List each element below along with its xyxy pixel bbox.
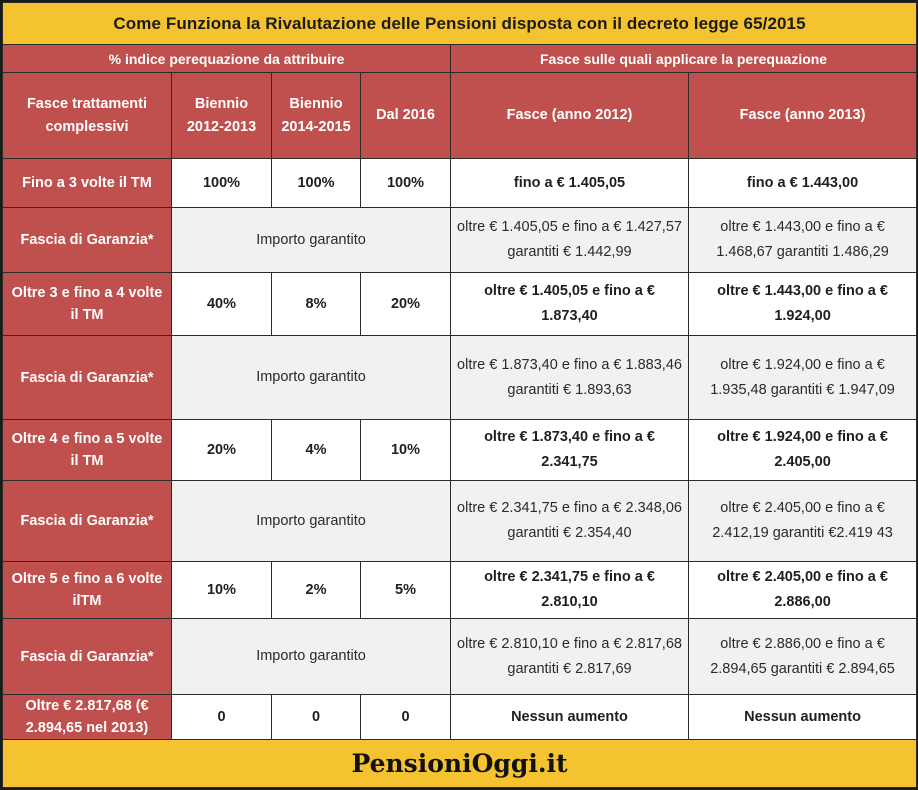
cell-biennio-2014-2015: 8% bbox=[271, 272, 361, 336]
row-label: Fino a 3 volte il TM bbox=[2, 158, 172, 208]
cell-fasce-2013: oltre € 1.443,00 e fino a € 1.468,67 gar… bbox=[687, 207, 918, 273]
cell-biennio-2014-2015: 100% bbox=[271, 158, 361, 208]
cell-fasce-2013: oltre € 2.886,00 e fino a € 2.894,65 gar… bbox=[687, 618, 918, 695]
table-row: Fino a 3 volte il TM 100% 100% 100% fino… bbox=[2, 158, 918, 208]
group-header-perequazione: % indice perequazione da attribuire bbox=[2, 44, 451, 73]
cell-importo-garantito: Importo garantito bbox=[171, 207, 451, 273]
cell-fasce-2012: fino a € 1.405,05 bbox=[450, 158, 689, 208]
cell-dal-2016: 100% bbox=[360, 158, 451, 208]
column-header-fasce-2013: Fasce (anno 2013) bbox=[687, 72, 918, 159]
row-label: Oltre € 2.817,68 (€ 2.894,65 nel 2013) bbox=[2, 694, 172, 740]
cell-fasce-2012: oltre € 1.405,05 e fino a € 1.427,57 gar… bbox=[450, 207, 689, 273]
cell-biennio-2014-2015: 2% bbox=[271, 561, 361, 619]
cell-fasce-2012: oltre € 1.405,05 e fino a € 1.873,40 bbox=[450, 272, 689, 336]
column-header-biennio-2012-2013: Biennio 2012-2013 bbox=[171, 72, 272, 159]
cell-importo-garantito: Importo garantito bbox=[171, 335, 451, 420]
row-label: Fascia di Garanzia* bbox=[2, 618, 172, 695]
table-row: Oltre € 2.817,68 (€ 2.894,65 nel 2013) 0… bbox=[2, 694, 918, 740]
cell-importo-garantito: Importo garantito bbox=[171, 480, 451, 562]
cell-fasce-2013: oltre € 1.924,00 e fino a € 1.935,48 gar… bbox=[687, 335, 918, 420]
table-row: Oltre 4 e fino a 5 volte il TM 20% 4% 10… bbox=[2, 419, 918, 481]
cell-fasce-2013: fino a € 1.443,00 bbox=[687, 158, 918, 208]
cell-fasce-2013: Nessun aumento bbox=[687, 694, 918, 740]
row-label: Oltre 4 e fino a 5 volte il TM bbox=[2, 419, 172, 481]
cell-dal-2016: 5% bbox=[360, 561, 451, 619]
column-header-dal-2016: Dal 2016 bbox=[360, 72, 451, 159]
table-row: Fascia di Garanzia* Importo garantito ol… bbox=[2, 480, 918, 562]
cell-biennio-2012-2013: 20% bbox=[171, 419, 272, 481]
cell-biennio-2012-2013: 100% bbox=[171, 158, 272, 208]
row-label: Fascia di Garanzia* bbox=[2, 480, 172, 562]
table-row: Fascia di Garanzia* Importo garantito ol… bbox=[2, 207, 918, 273]
cell-biennio-2014-2015: 4% bbox=[271, 419, 361, 481]
footer-brand: PensioniOggi.it bbox=[1, 739, 918, 788]
table-row: Fascia di Garanzia* Importo garantito ol… bbox=[2, 618, 918, 695]
cell-fasce-2013: oltre € 2.405,00 e fino a € 2.412,19 gar… bbox=[687, 480, 918, 562]
cell-importo-garantito: Importo garantito bbox=[171, 618, 451, 695]
cell-biennio-2012-2013: 10% bbox=[171, 561, 272, 619]
row-label: Oltre 5 e fino a 6 volte ilTM bbox=[2, 561, 172, 619]
column-header-fasce-2012: Fasce (anno 2012) bbox=[450, 72, 689, 159]
group-header-fasce: Fasce sulle quali applicare la perequazi… bbox=[449, 44, 918, 73]
cell-dal-2016: 20% bbox=[360, 272, 451, 336]
cell-dal-2016: 10% bbox=[360, 419, 451, 481]
row-label: Fascia di Garanzia* bbox=[2, 335, 172, 420]
column-header-fasce-trattamenti: Fasce trattamenti complessivi bbox=[2, 72, 172, 159]
cell-fasce-2013: oltre € 1.443,00 e fino a € 1.924,00 bbox=[687, 272, 918, 336]
cell-biennio-2014-2015: 0 bbox=[271, 694, 361, 740]
cell-biennio-2012-2013: 0 bbox=[171, 694, 272, 740]
table-title: Come Funziona la Rivalutazione delle Pen… bbox=[1, 2, 918, 45]
column-header-biennio-2014-2015: Biennio 2014-2015 bbox=[271, 72, 361, 159]
cell-dal-2016: 0 bbox=[360, 694, 451, 740]
cell-fasce-2012: oltre € 2.341,75 e fino a € 2.348,06 gar… bbox=[450, 480, 689, 562]
row-label: Fascia di Garanzia* bbox=[2, 207, 172, 273]
table-row: Oltre 5 e fino a 6 volte ilTM 10% 2% 5% … bbox=[2, 561, 918, 619]
cell-fasce-2012: oltre € 1.873,40 e fino a € 2.341,75 bbox=[450, 419, 689, 481]
cell-biennio-2012-2013: 40% bbox=[171, 272, 272, 336]
table-row: Oltre 3 e fino a 4 volte il TM 40% 8% 20… bbox=[2, 272, 918, 336]
cell-fasce-2012: oltre € 2.810,10 e fino a € 2.817,68 gar… bbox=[450, 618, 689, 695]
cell-fasce-2013: oltre € 1.924,00 e fino a € 2.405,00 bbox=[687, 419, 918, 481]
table-row: Fascia di Garanzia* Importo garantito ol… bbox=[2, 335, 918, 420]
row-label: Oltre 3 e fino a 4 volte il TM bbox=[2, 272, 172, 336]
cell-fasce-2012: Nessun aumento bbox=[450, 694, 689, 740]
cell-fasce-2012: oltre € 1.873,40 e fino a € 1.883,46 gar… bbox=[450, 335, 689, 420]
cell-fasce-2012: oltre € 2.341,75 e fino a € 2.810,10 bbox=[450, 561, 689, 619]
cell-fasce-2013: oltre € 2.405,00 e fino a € 2.886,00 bbox=[687, 561, 918, 619]
